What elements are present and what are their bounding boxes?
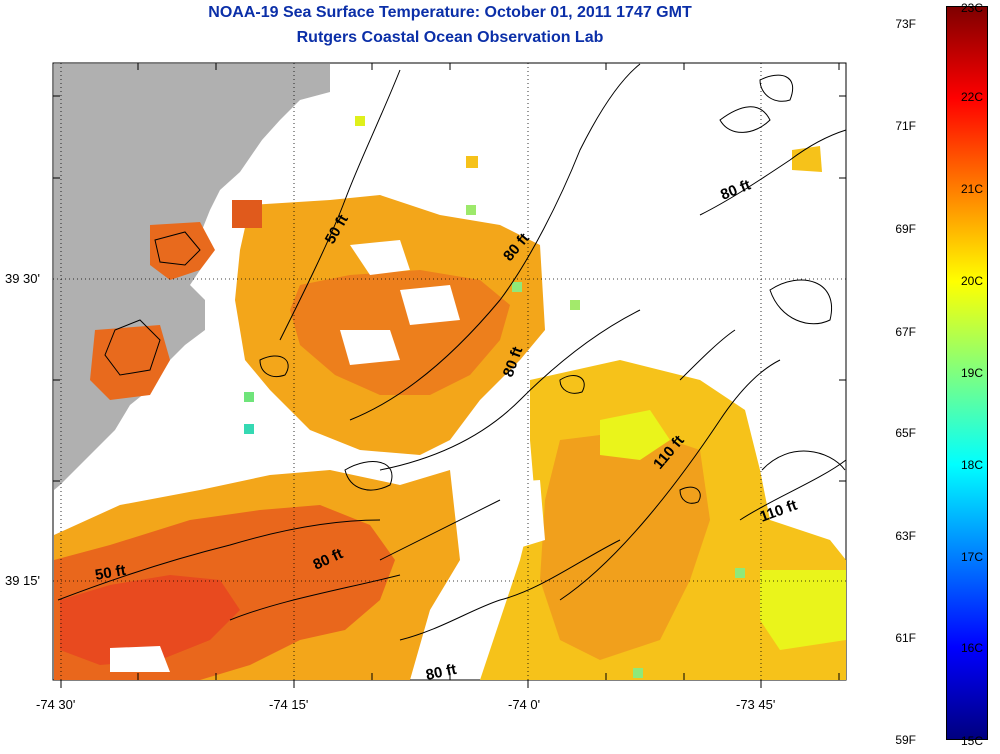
colorbar-c-label: 19C <box>961 366 984 380</box>
colorbar-c-label: 15C <box>961 734 984 748</box>
x-tick-label: -74 0' <box>508 697 541 712</box>
colorbar-c-label: 20C <box>961 274 984 288</box>
x-tick-label: -74 15' <box>269 697 309 712</box>
color-scale-bar <box>946 6 988 740</box>
colorbar-f-label: 61F <box>895 631 916 645</box>
depth-contours <box>57 63 847 641</box>
map-subtitle: Rutgers Coastal Ocean Observation Lab <box>296 29 604 46</box>
colorbar-f-label: 69F <box>895 222 916 236</box>
colorbar-c-label: 23C <box>961 1 984 15</box>
colorbar-c-label: 21C <box>961 182 984 196</box>
colorbar-f-label: 63F <box>895 529 916 543</box>
graticule <box>53 63 846 680</box>
contour-label: 50 ft <box>94 562 127 584</box>
colorbar-c-label: 22C <box>961 90 984 104</box>
colorbar-c-label: 18C <box>961 458 984 472</box>
colorbar-f-label: 73F <box>895 17 916 31</box>
x-tick-label: -74 30' <box>36 697 76 712</box>
y-tick-label: 39 15' <box>4 573 40 588</box>
colorbar-f-label: 65F <box>895 426 916 440</box>
map-title: NOAA-19 Sea Surface Temperature: October… <box>208 4 692 21</box>
y-tick-label: 39 30' <box>4 271 40 286</box>
colorbar-f-label: 71F <box>895 119 916 133</box>
colorbar-f-label: 67F <box>895 325 916 339</box>
x-tick-label: -73 45' <box>736 697 776 712</box>
colorbar-c-label: 16C <box>961 641 984 655</box>
contour-label: 80 ft <box>424 661 458 684</box>
frame-ticks <box>53 63 846 688</box>
sst-field <box>54 116 846 680</box>
colorbar-f-label: 59F <box>895 733 916 747</box>
colorbar-c-label: 17C <box>961 550 984 564</box>
